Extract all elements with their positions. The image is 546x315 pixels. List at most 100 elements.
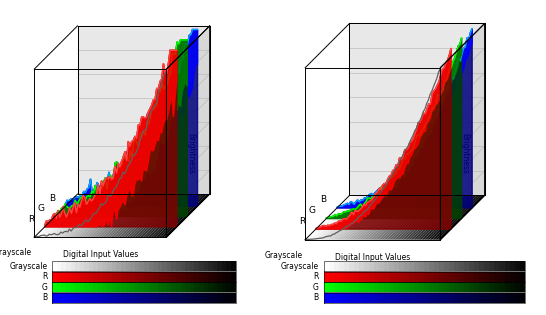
Polygon shape: [87, 194, 133, 237]
Polygon shape: [48, 194, 93, 237]
Polygon shape: [75, 272, 80, 282]
Polygon shape: [80, 272, 84, 282]
Polygon shape: [424, 261, 429, 271]
Polygon shape: [339, 272, 344, 282]
Polygon shape: [495, 272, 500, 282]
Polygon shape: [374, 293, 379, 302]
Polygon shape: [495, 293, 500, 302]
Polygon shape: [66, 282, 70, 292]
Polygon shape: [171, 293, 176, 302]
Polygon shape: [449, 282, 454, 292]
Polygon shape: [213, 261, 217, 271]
Polygon shape: [217, 261, 222, 271]
Polygon shape: [354, 261, 359, 271]
Polygon shape: [414, 261, 419, 271]
Polygon shape: [484, 261, 489, 271]
Polygon shape: [427, 196, 474, 240]
Polygon shape: [470, 272, 474, 282]
Polygon shape: [327, 38, 461, 219]
Polygon shape: [313, 196, 360, 240]
Polygon shape: [66, 194, 112, 237]
Polygon shape: [194, 293, 199, 302]
Polygon shape: [135, 282, 139, 292]
Polygon shape: [359, 272, 364, 282]
Polygon shape: [514, 293, 520, 302]
Polygon shape: [69, 194, 115, 237]
Polygon shape: [144, 272, 149, 282]
Polygon shape: [181, 293, 185, 302]
Polygon shape: [52, 272, 57, 282]
Polygon shape: [56, 194, 102, 237]
Polygon shape: [92, 194, 138, 237]
Polygon shape: [130, 261, 135, 271]
Polygon shape: [399, 261, 404, 271]
Polygon shape: [381, 196, 428, 240]
Polygon shape: [399, 282, 404, 292]
Polygon shape: [369, 282, 374, 292]
Polygon shape: [334, 261, 339, 271]
Polygon shape: [112, 282, 116, 292]
Polygon shape: [394, 261, 399, 271]
Polygon shape: [55, 40, 187, 216]
Polygon shape: [378, 196, 425, 240]
Polygon shape: [346, 196, 393, 240]
Polygon shape: [370, 196, 417, 240]
Polygon shape: [414, 282, 419, 292]
Polygon shape: [167, 293, 171, 302]
Polygon shape: [334, 272, 339, 282]
Text: R: R: [313, 272, 319, 281]
Polygon shape: [349, 272, 354, 282]
Polygon shape: [112, 261, 116, 271]
Polygon shape: [98, 261, 103, 271]
Polygon shape: [80, 261, 84, 271]
Polygon shape: [389, 196, 436, 240]
Polygon shape: [190, 282, 194, 292]
Polygon shape: [103, 282, 107, 292]
Polygon shape: [37, 194, 83, 237]
Polygon shape: [199, 293, 204, 302]
Polygon shape: [520, 272, 525, 282]
Polygon shape: [359, 282, 364, 292]
Polygon shape: [489, 272, 495, 282]
Polygon shape: [359, 293, 364, 302]
Polygon shape: [126, 293, 130, 302]
Text: B: B: [43, 293, 48, 302]
Polygon shape: [484, 282, 489, 292]
Polygon shape: [470, 261, 474, 271]
Polygon shape: [337, 29, 472, 208]
Polygon shape: [335, 196, 382, 240]
Polygon shape: [438, 196, 484, 240]
Polygon shape: [53, 194, 99, 237]
Polygon shape: [167, 261, 171, 271]
Polygon shape: [111, 194, 157, 237]
Polygon shape: [194, 272, 199, 282]
Polygon shape: [213, 282, 217, 292]
Polygon shape: [399, 272, 404, 282]
Polygon shape: [424, 293, 429, 302]
Polygon shape: [222, 261, 227, 271]
Polygon shape: [489, 282, 495, 292]
Text: Digital Input Values: Digital Input Values: [63, 250, 138, 260]
Polygon shape: [181, 261, 185, 271]
Polygon shape: [105, 194, 152, 237]
Polygon shape: [107, 293, 112, 302]
Polygon shape: [75, 293, 80, 302]
Polygon shape: [95, 194, 141, 237]
Polygon shape: [130, 282, 135, 292]
Polygon shape: [204, 261, 208, 271]
Polygon shape: [327, 38, 461, 219]
Polygon shape: [217, 293, 222, 302]
Polygon shape: [231, 282, 236, 292]
Polygon shape: [389, 293, 394, 302]
Polygon shape: [500, 272, 505, 282]
Polygon shape: [514, 282, 520, 292]
Polygon shape: [45, 194, 91, 237]
Polygon shape: [444, 282, 449, 292]
Polygon shape: [339, 293, 344, 302]
Polygon shape: [349, 261, 354, 271]
Polygon shape: [140, 194, 186, 237]
Polygon shape: [435, 196, 482, 240]
Polygon shape: [349, 293, 354, 302]
Polygon shape: [149, 293, 153, 302]
Polygon shape: [116, 261, 121, 271]
